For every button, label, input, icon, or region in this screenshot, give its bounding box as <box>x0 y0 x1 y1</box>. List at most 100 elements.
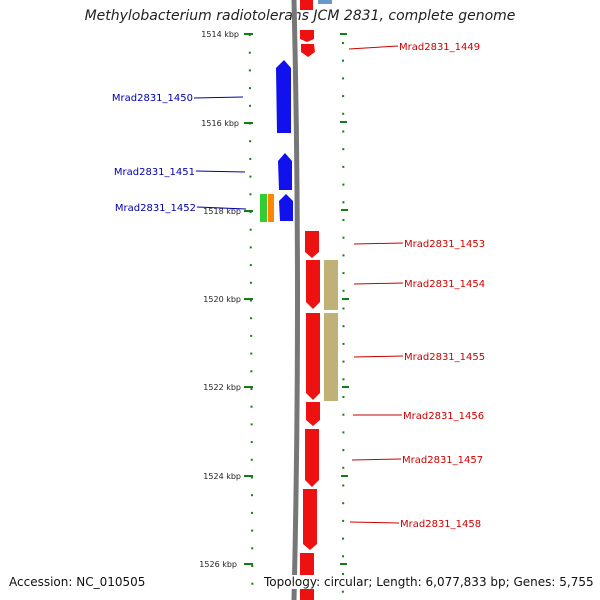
genome-backbone <box>291 0 300 600</box>
cds-mrad2831-1455[interactable] <box>324 313 338 401</box>
cds-mrad2831-1454[interactable] <box>324 260 338 310</box>
minor-tick <box>249 299 252 302</box>
minor-tick <box>248 34 251 36</box>
accession-text: Accession: NC_010505 <box>9 575 146 589</box>
ruler-label: 1524 kbp <box>203 472 241 481</box>
minor-tick <box>342 396 345 398</box>
minor-tick <box>342 130 345 133</box>
gene-mrad2831-1458[interactable] <box>303 489 317 550</box>
minor-tick <box>249 140 252 143</box>
gene-mrad2831-1449-part2[interactable] <box>301 44 315 57</box>
gene-mrad2831-1457[interactable] <box>305 429 319 487</box>
gene-mrad2831-1451[interactable] <box>278 153 292 190</box>
ruler-label: 1526 kbp <box>199 560 237 569</box>
minor-tick <box>251 565 254 567</box>
ruler-label: 1522 kbp <box>203 383 241 392</box>
label-mrad2831-1452[interactable]: Mrad2831_1452 <box>115 203 247 214</box>
gene-label[interactable]: Mrad2831_1452 <box>115 203 196 214</box>
minor-tick <box>249 264 252 267</box>
minor-tick <box>248 87 251 90</box>
label-mrad2831-1453[interactable]: Mrad2831_1453 <box>353 239 485 250</box>
minor-tick <box>249 175 252 178</box>
ruler-tick-1526: 1526 kbp <box>199 560 253 569</box>
kbp-ruler: 1514 kbp 1516 kbp 1518 kbp 1520 kbp 1522… <box>199 30 253 569</box>
genome-stats-text: Topology: circular; Length: 6,077,833 bp… <box>262 575 596 589</box>
gene-label[interactable]: Mrad2831_1453 <box>404 239 485 250</box>
ruler-tick-1514: 1514 kbp <box>201 30 253 39</box>
minor-tick <box>342 59 345 62</box>
minor-tick <box>342 555 345 558</box>
gene-mrad2831-1455[interactable] <box>306 313 320 400</box>
gene-mrad2831-1450[interactable] <box>276 60 291 133</box>
ruler-tick-1516: 1516 kbp <box>201 119 253 128</box>
label-mrad2831-1450[interactable]: Mrad2831_1450 <box>112 93 244 104</box>
gene-mrad2831-1453[interactable] <box>305 231 319 258</box>
minor-tick <box>342 254 345 257</box>
minor-tick <box>250 405 253 408</box>
gene-mrad2831-1456[interactable] <box>306 402 320 426</box>
gene-mrad2831-1454[interactable] <box>306 260 320 309</box>
minor-tick <box>342 502 345 505</box>
minor-tick <box>250 352 253 355</box>
minor-tick <box>249 193 252 196</box>
minor-tick <box>250 441 253 444</box>
minor-tick <box>250 458 253 461</box>
minor-tick <box>251 582 254 585</box>
minor-tick <box>342 201 345 204</box>
gene-label[interactable]: Mrad2831_1450 <box>112 93 193 104</box>
gene-mrad2831-1449-part1[interactable] <box>300 30 314 42</box>
gene-mrad2831-1452[interactable] <box>279 194 293 221</box>
minor-tick <box>250 370 253 373</box>
green-feature <box>260 194 267 222</box>
label-mrad2831-1454[interactable]: Mrad2831_1454 <box>353 279 485 290</box>
minor-tick <box>342 183 345 186</box>
label-mrad2831-1449[interactable]: Mrad2831_1449 <box>348 42 480 53</box>
minor-tick <box>342 272 345 275</box>
minor-tick <box>342 537 345 540</box>
ruler-label: 1516 kbp <box>201 119 239 128</box>
blue-feature-top <box>318 0 332 4</box>
minor-tick <box>251 547 254 550</box>
minor-tick <box>342 449 345 452</box>
minor-tick <box>342 165 345 168</box>
minor-tick <box>249 228 252 231</box>
minor-tick <box>342 466 345 469</box>
minor-tick <box>341 42 344 44</box>
label-mrad2831-1455[interactable]: Mrad2831_1455 <box>353 352 485 363</box>
label-mrad2831-1456[interactable]: Mrad2831_1456 <box>353 411 484 422</box>
minor-tick <box>250 388 253 390</box>
gene-label[interactable]: Mrad2831_1449 <box>399 42 480 53</box>
minor-tick <box>251 511 254 514</box>
label-mrad2831-1451[interactable]: Mrad2831_1451 <box>114 167 246 178</box>
minor-tick <box>250 334 253 337</box>
minor-tick <box>342 77 345 80</box>
ruler-label: 1514 kbp <box>201 30 239 39</box>
minor-tick <box>341 573 344 575</box>
minor-tick <box>249 246 252 249</box>
gene-label[interactable]: Mrad2831_1451 <box>114 167 195 178</box>
minor-tick <box>342 112 345 115</box>
minor-tick <box>342 342 345 345</box>
map-title: Methylobacterium radiotolerans JCM 2831,… <box>84 8 516 24</box>
gene-label[interactable]: Mrad2831_1455 <box>404 352 485 363</box>
ruler-tick-1520: 1520 kbp <box>203 295 253 304</box>
label-mrad2831-1458[interactable]: Mrad2831_1458 <box>349 519 481 530</box>
ruler-tick-1522: 1522 kbp <box>203 383 253 392</box>
minor-tick <box>342 236 345 239</box>
gene-label[interactable]: Mrad2831_1458 <box>400 519 481 530</box>
minor-tick <box>250 476 253 479</box>
right-major-ticks <box>340 33 349 565</box>
minor-tick <box>342 219 345 221</box>
minor-ticks-left <box>248 34 254 585</box>
minor-tick <box>342 413 345 416</box>
orange-feature <box>268 194 274 222</box>
label-mrad2831-1457[interactable]: Mrad2831_1457 <box>351 455 483 466</box>
ruler-label: 1520 kbp <box>203 295 241 304</box>
gene-label[interactable]: Mrad2831_1457 <box>402 455 483 466</box>
minor-tick <box>249 104 252 107</box>
minor-tick <box>248 51 251 54</box>
gene-label[interactable]: Mrad2831_1456 <box>403 411 484 422</box>
gene-mrad2831-1449[interactable] <box>300 0 313 10</box>
gene-label[interactable]: Mrad2831_1454 <box>404 279 485 290</box>
